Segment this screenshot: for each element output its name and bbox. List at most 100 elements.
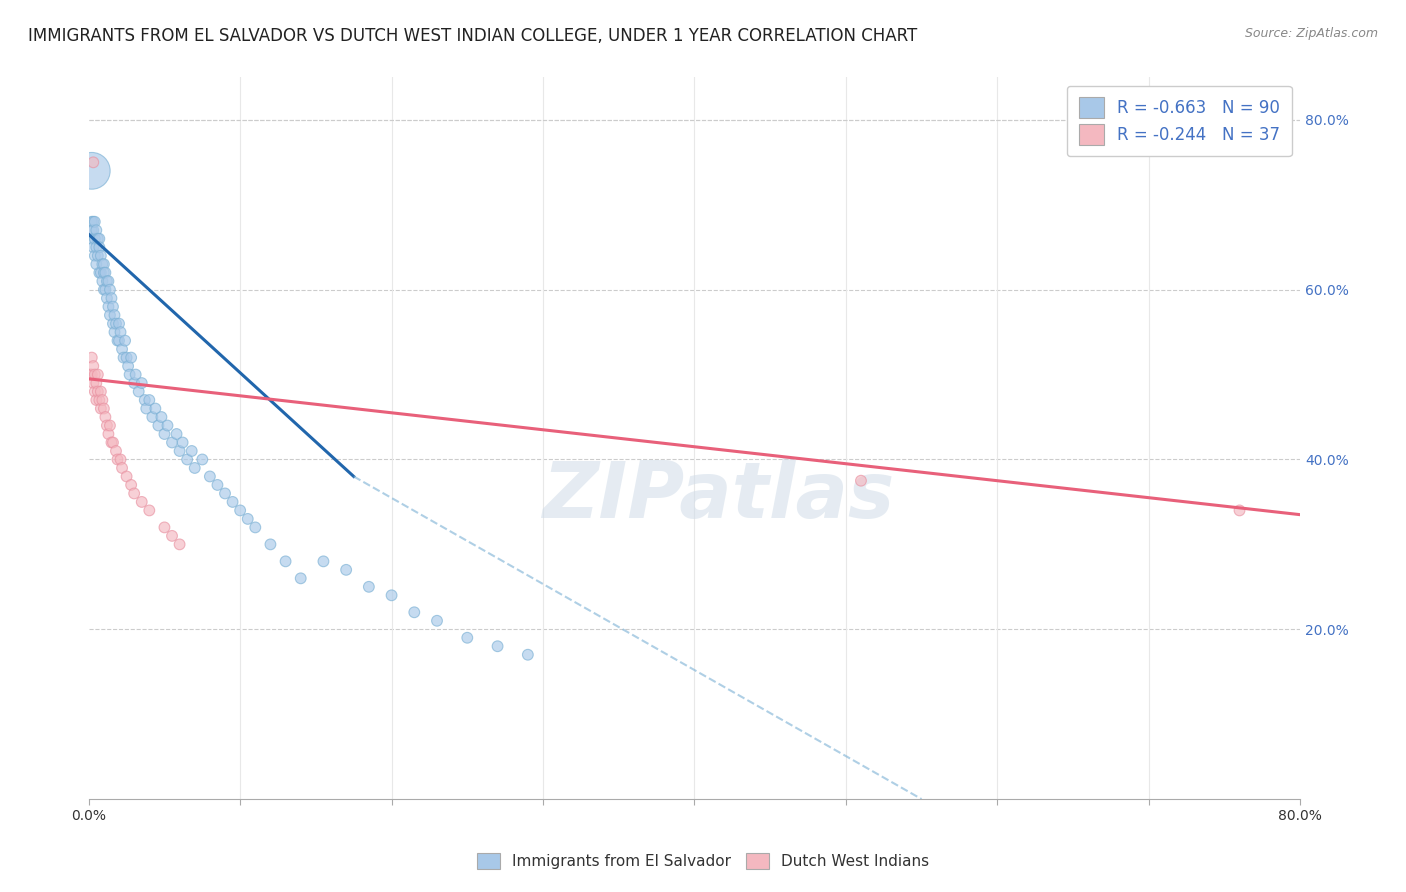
Point [94,266,117,280]
Point [91,257,114,271]
Point [98,308,121,322]
Point [80,368,103,382]
Point [122,486,145,500]
Point [169,537,191,551]
Point [84,223,107,237]
Point [90,249,112,263]
Point [84,240,107,254]
Point [245,520,267,534]
Point [312,554,335,568]
Point [89,232,111,246]
Point [134,392,156,407]
Point [82,155,104,169]
Point [156,418,179,433]
Point [153,427,176,442]
Point [141,410,163,425]
Point [96,274,118,288]
Point [184,461,207,475]
Point [111,461,134,475]
Point [229,503,252,517]
Point [160,529,183,543]
Point [117,359,139,373]
Point [112,351,135,365]
Point [105,317,128,331]
Point [93,266,115,280]
Point [93,283,115,297]
Point [426,614,449,628]
Point [221,495,243,509]
Point [1229,503,1251,517]
Point [83,249,105,263]
Point [93,257,115,271]
Point [83,232,105,246]
Point [180,444,202,458]
Point [128,384,150,399]
Point [191,452,214,467]
Point [100,291,122,305]
Point [153,520,176,534]
Point [82,359,104,373]
Point [236,512,259,526]
Point [84,257,107,271]
Point [79,368,101,382]
Point [456,631,478,645]
Point [82,223,104,237]
Point [89,240,111,254]
Point [150,410,173,425]
Point [172,435,194,450]
Point [176,452,198,467]
Point [83,368,105,382]
Point [160,435,183,450]
Point [166,427,188,442]
Text: IMMIGRANTS FROM EL SALVADOR VS DUTCH WEST INDIAN COLLEGE, UNDER 1 YEAR CORRELATI: IMMIGRANTS FROM EL SALVADOR VS DUTCH WES… [28,27,917,45]
Point [169,444,191,458]
Point [115,351,138,365]
Point [80,232,103,246]
Point [103,325,125,339]
Point [486,639,509,653]
Point [82,240,104,254]
Point [148,418,170,433]
Point [98,283,121,297]
Point [107,334,129,348]
Point [87,368,110,382]
Point [90,266,112,280]
Point [125,368,148,382]
Point [89,266,111,280]
Point [108,317,131,331]
Point [82,215,104,229]
Point [274,554,297,568]
Point [80,223,103,237]
Point [198,469,221,483]
Point [214,486,236,500]
Point [114,334,136,348]
Point [118,368,141,382]
Point [131,495,153,509]
Point [107,452,129,467]
Point [138,392,160,407]
Point [94,283,117,297]
Point [84,392,107,407]
Point [96,418,118,433]
Point [80,164,103,178]
Point [101,300,124,314]
Point [145,401,167,416]
Point [83,384,105,399]
Point [135,401,157,416]
Point [111,342,134,356]
Point [110,325,132,339]
Point [83,215,105,229]
Point [97,300,120,314]
Point [259,537,281,551]
Point [91,274,114,288]
Point [98,418,121,433]
Point [105,444,128,458]
Text: ZIPatlas: ZIPatlas [543,458,894,534]
Point [87,249,110,263]
Point [80,215,103,229]
Point [115,469,138,483]
Point [97,274,120,288]
Point [91,392,114,407]
Point [89,392,111,407]
Point [87,232,110,246]
